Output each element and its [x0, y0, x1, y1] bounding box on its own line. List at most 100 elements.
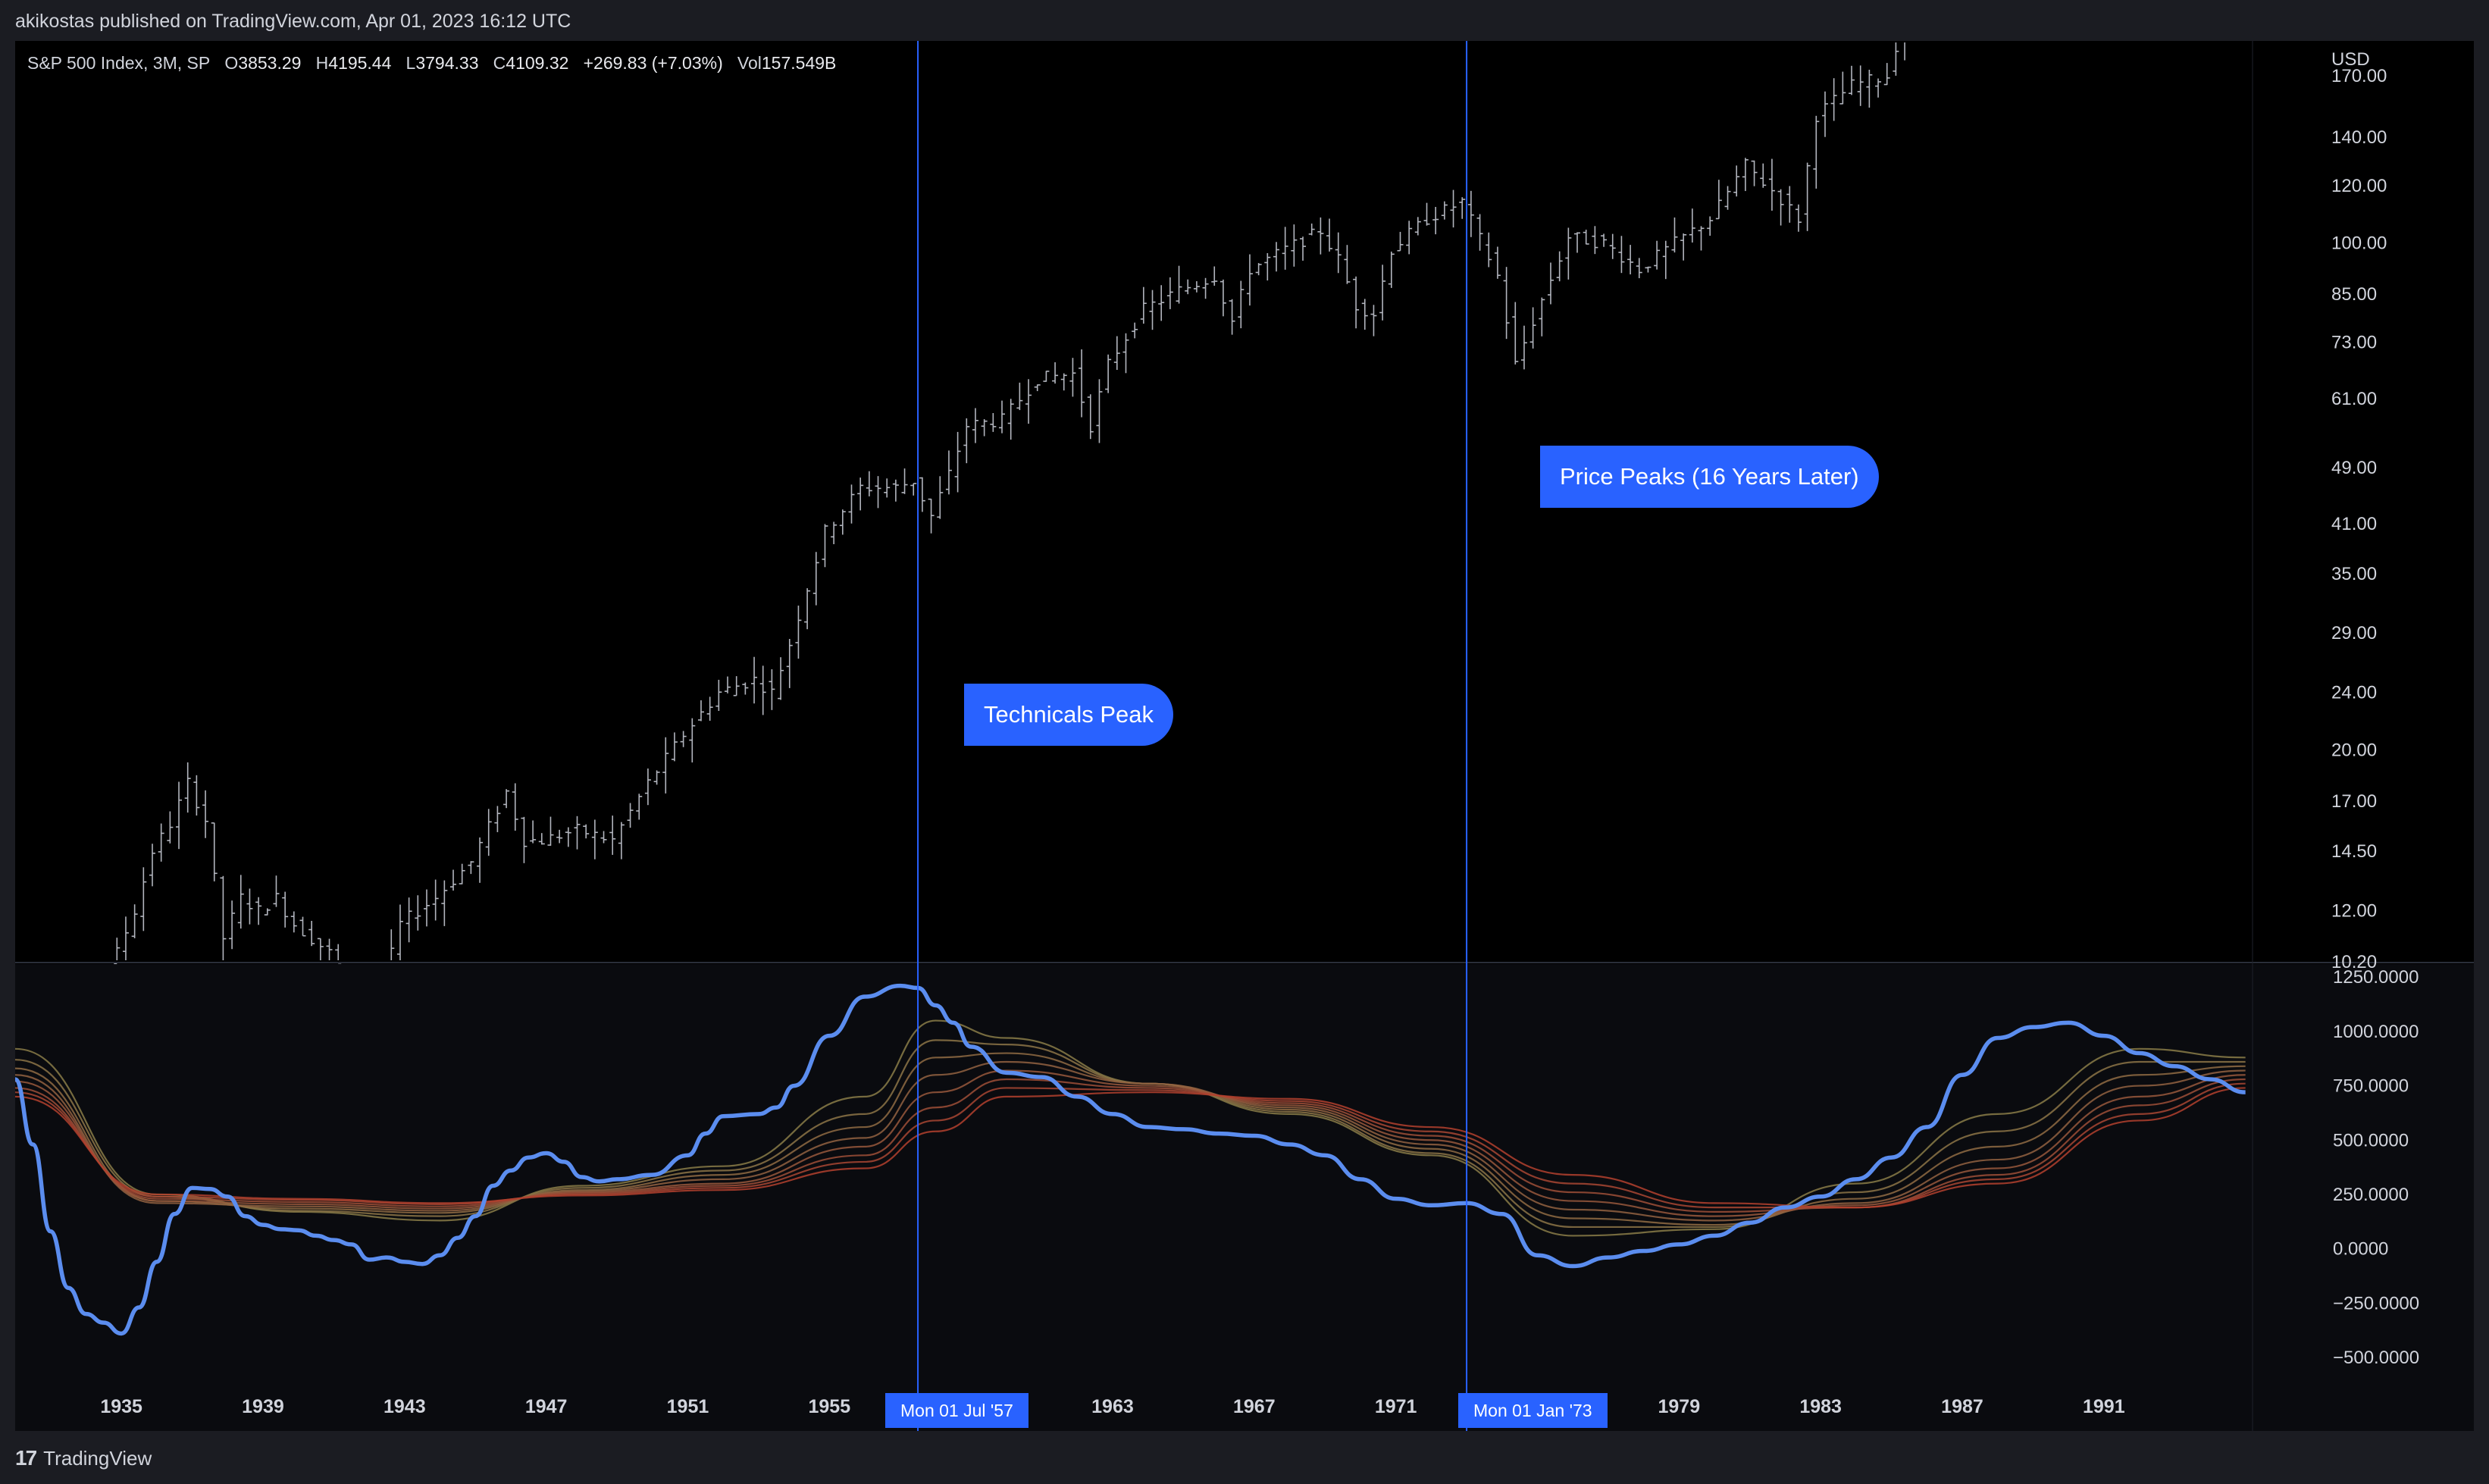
oscillator-pane[interactable]	[15, 964, 2474, 1431]
ohlc-bar	[1158, 285, 1165, 321]
ohlc-bar	[1636, 258, 1642, 279]
ohlc-bar	[1715, 180, 1722, 220]
price-pane[interactable]	[15, 41, 2474, 986]
ohlc-bar	[609, 816, 616, 855]
technicals-peak-callout[interactable]: Technicals Peak	[964, 684, 1174, 746]
ohlc-bar	[264, 908, 271, 916]
ohlc-bar	[1830, 78, 1837, 121]
ohlc-bar	[1866, 69, 1873, 108]
ohlc-bar	[193, 775, 200, 816]
time-axis-tick: 1951	[667, 1396, 709, 1417]
oscillator-main-line	[15, 983, 2246, 1336]
ohlc-bar	[1132, 322, 1138, 339]
ohlc-bar	[1432, 207, 1439, 235]
ohlc-bar	[928, 498, 935, 534]
ohlc-bar	[211, 822, 218, 881]
ohlc-bar	[1140, 286, 1147, 324]
chart-container[interactable]: USD 170.00 140.00 120.00 100.00 85.00 73.00 61.…	[15, 41, 2474, 1431]
ohlc-bar	[1282, 227, 1288, 270]
time-axis-tick: 1991	[2083, 1396, 2125, 1417]
price-axis-tick: 29.00	[2331, 623, 2377, 643]
price-axis-tick: 49.00	[2331, 458, 2377, 478]
time-axis-tick: 1939	[242, 1396, 284, 1417]
ohlc-bar	[653, 770, 660, 785]
oscillator-ribbon-1	[15, 1019, 2246, 1237]
ohlc-bar	[1813, 115, 1820, 189]
price-axis-tick: 73.00	[2331, 332, 2377, 352]
ohlc-bar	[1219, 279, 1226, 317]
ohlc-bar	[1361, 299, 1368, 330]
oscillator-ribbon-4	[15, 1060, 2246, 1222]
price-axis-tick: 41.00	[2331, 514, 2377, 534]
ohlc-bar	[1414, 217, 1421, 236]
ohlc-bar	[450, 869, 457, 891]
ohlc-bar	[441, 880, 448, 926]
ohlc-bar	[1255, 263, 1262, 276]
ohlc-bar	[1379, 265, 1386, 321]
ohlc-bar	[671, 732, 678, 762]
ohlc-bar	[122, 916, 129, 960]
legend-volume-label: Vol	[737, 53, 762, 73]
price-axis-tick: 61.00	[2331, 389, 2377, 409]
ohlc-bar	[1662, 240, 1669, 280]
ohlc-bar	[901, 468, 908, 494]
ohlc-bar	[910, 483, 917, 496]
ohlc-bar	[1547, 262, 1554, 305]
time-axis-tick: 1987	[1941, 1396, 1983, 1417]
ohlc-bar	[990, 413, 997, 432]
legend-symbol: S&P 500 Index, 3M, SP	[27, 53, 211, 73]
ohlc-bar	[1839, 71, 1846, 105]
ohlc-bar	[1777, 189, 1784, 226]
price-axis-tick: 85.00	[2331, 284, 2377, 305]
ohlc-bar	[1096, 379, 1103, 443]
ohlc-bar	[1113, 336, 1120, 371]
ohlc-bar	[477, 837, 484, 883]
symbol-legend: S&P 500 Index, 3M, SP O3853.29 H4195.44 …	[27, 53, 836, 74]
ohlc-bar	[1193, 281, 1200, 293]
ohlc-bar	[565, 827, 571, 847]
price-axis-tick: 24.00	[2331, 683, 2377, 703]
ohlc-bar	[1034, 384, 1041, 392]
ohlc-bar	[778, 657, 784, 700]
ohlc-bar	[1556, 251, 1563, 282]
ohlc-bar	[1486, 232, 1492, 268]
ohlc-bar	[459, 863, 465, 884]
ohlc-bar	[1388, 251, 1395, 288]
ohlc-bar	[1883, 63, 1890, 86]
tradingview-logo[interactable]: 17 TradingView	[15, 1446, 152, 1470]
ohlc-bar	[1069, 358, 1076, 397]
ohlc-bar	[733, 676, 740, 697]
ohlc-bar	[937, 476, 944, 519]
tradingview-logo-text: TradingView	[43, 1446, 152, 1470]
price-peaks-callout[interactable]: Price Peaks (16 Years Later)	[1540, 446, 1879, 508]
time-axis-tick: 1943	[384, 1396, 426, 1417]
ohlc-bar	[1893, 42, 1899, 76]
ohlc-bar	[149, 844, 155, 887]
ohlc-bar	[1520, 325, 1527, 370]
ohlc-bar	[1760, 163, 1767, 188]
oscillator-pane-bg	[15, 964, 2474, 1431]
time-axis-tick: 1955	[808, 1396, 850, 1417]
ohlc-bar	[1821, 91, 1828, 137]
ohlc-bar	[237, 875, 244, 929]
ohlc-bar	[1211, 266, 1218, 286]
legend-close-value: 4109.32	[506, 53, 569, 73]
ohlc-bar	[1166, 277, 1173, 309]
oscillator-ribbon-2	[15, 1039, 2246, 1229]
ohlc-bar	[521, 816, 528, 863]
ohlc-bar	[963, 418, 970, 464]
ohlc-bar	[804, 588, 811, 630]
ohlc-bar	[220, 875, 227, 960]
ohlc-bar	[1291, 224, 1298, 267]
legend-change: +269.83 (+7.03%)	[583, 53, 723, 73]
ohlc-bar	[999, 400, 1006, 434]
ohlc-bar	[1326, 218, 1333, 252]
ohlc-bar	[405, 897, 412, 943]
oscillator-axis-tick: 750.0000	[2333, 1076, 2409, 1097]
legend-open-label: O	[224, 53, 239, 73]
ohlc-bar	[697, 700, 704, 722]
ohlc-bar	[1733, 165, 1740, 197]
ohlc-bar	[742, 682, 749, 695]
ohlc-bar	[1025, 379, 1032, 424]
